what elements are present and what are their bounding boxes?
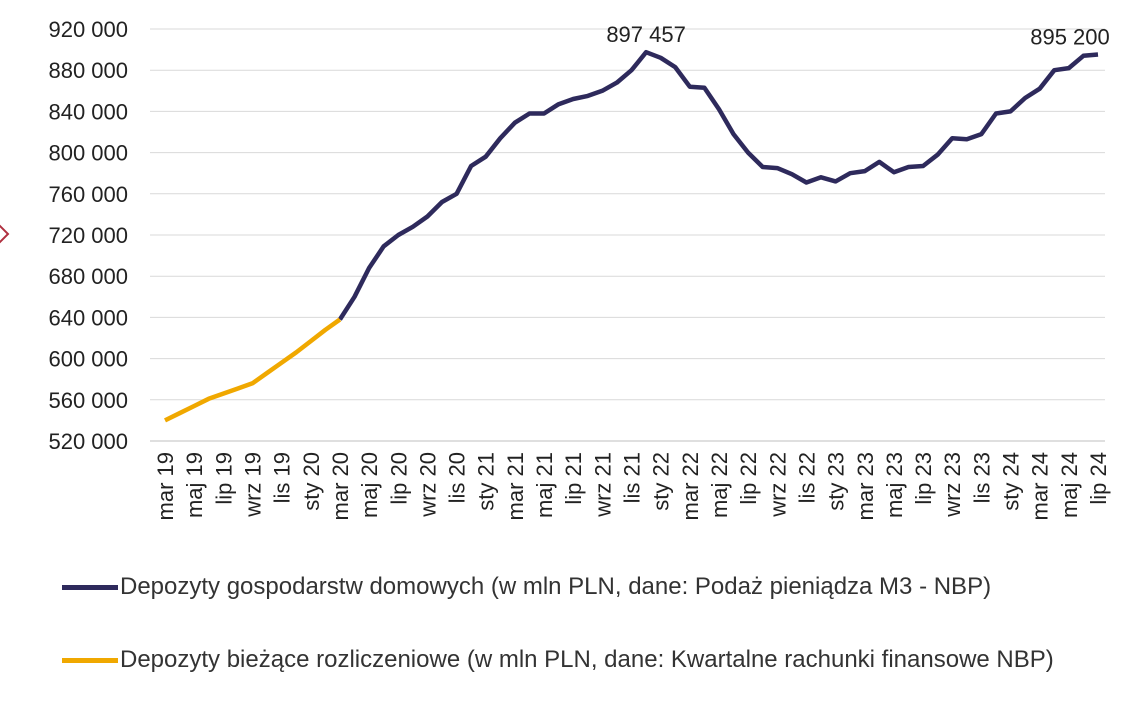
y-tick-label: 720 000 [48, 223, 128, 248]
x-tick-label: mar 22 [678, 452, 703, 520]
x-tick-label: mar 21 [503, 452, 528, 520]
x-tick-label: lip 21 [561, 452, 586, 505]
chart: 520 000 560 000 600 000 640 000 680 000 720 0… [0, 17, 1111, 520]
x-tick-label: lis 19 [270, 452, 295, 503]
x-tick-label: lip 19 [211, 452, 236, 505]
x-tick-label: wrz 20 [415, 452, 440, 518]
legend-label: Depozyty bieżące rozliczeniowe (w mln PL… [120, 646, 1054, 673]
x-tick-label: maj 19 [182, 452, 207, 518]
legend-label: Depozyty gospodarstw domowych (w mln PLN… [120, 573, 992, 600]
x-tick-label: maj 22 [707, 452, 732, 518]
y-tick-label: 600 000 [48, 347, 128, 372]
x-tick-label: wrz 22 [765, 452, 790, 518]
x-tick-label: mar 19 [153, 452, 178, 520]
y-tick-label: 840 000 [48, 99, 128, 124]
y-tick-label: 640 000 [48, 305, 128, 330]
x-tick-label: wrz 21 [590, 452, 615, 518]
y-tick-label: 520 000 [48, 429, 128, 454]
y-tick-label: 680 000 [48, 264, 128, 289]
x-tick-label: mar 24 [1028, 452, 1053, 520]
x-tick-label: maj 24 [1057, 452, 1082, 518]
series-line [338, 49, 1099, 321]
x-tick-label: wrz 23 [940, 452, 965, 518]
data-label: 895 200 [1030, 25, 1110, 50]
x-tick-label: sty 20 [299, 452, 324, 511]
y-tick-label: 800 000 [48, 141, 128, 166]
x-tick-label: maj 21 [532, 452, 557, 518]
data-label: 897 457 [606, 22, 686, 47]
x-tick-label: lip 22 [736, 452, 761, 505]
x-tick-label: mar 20 [328, 452, 353, 520]
y-tick-label: 760 000 [48, 182, 128, 207]
side-marker [0, 224, 10, 244]
x-tick-label: lis 23 [969, 452, 994, 503]
x-tick-label: wrz 19 [240, 452, 265, 518]
legend-item: Depozyty bieżące rozliczeniowe (w mln PL… [62, 642, 1112, 678]
x-tick-label: lip 24 [1086, 452, 1111, 505]
x-tick-label: lis 20 [445, 452, 470, 503]
x-tick-label: lis 22 [794, 452, 819, 503]
legend-swatch [62, 585, 118, 590]
x-tick-label: sty 21 [474, 452, 499, 511]
x-tick-label: lip 23 [911, 452, 936, 505]
x-tick-label: lis 21 [620, 452, 645, 503]
x-tick-label: mar 23 [853, 452, 878, 520]
x-tick-label: sty 23 [824, 452, 849, 511]
x-tick-label: maj 23 [882, 452, 907, 518]
x-tick-label: sty 24 [999, 452, 1024, 511]
x-tick-label: maj 20 [357, 452, 382, 518]
x-tick-label: sty 22 [649, 452, 674, 511]
legend-swatch [62, 658, 118, 663]
legend-item: Depozyty gospodarstw domowych (w mln PLN… [62, 569, 1112, 605]
y-tick-label: 920 000 [48, 17, 128, 42]
y-tick-label: 560 000 [48, 388, 128, 413]
y-tick-label: 880 000 [48, 58, 128, 83]
series-line [164, 317, 342, 423]
x-tick-label: lip 20 [386, 452, 411, 505]
